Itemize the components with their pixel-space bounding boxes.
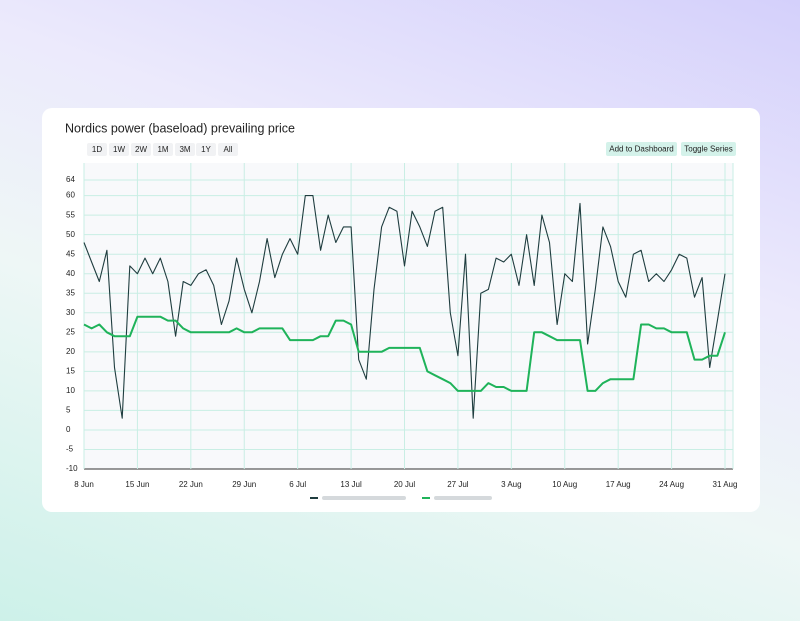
range-button-label[interactable]: 1D	[92, 145, 102, 154]
y-tick-label: 20	[66, 347, 75, 356]
legend-label-blurred	[322, 496, 406, 500]
series-line	[83, 315, 726, 392]
y-tick-label: 0	[66, 425, 71, 434]
legend-label-blurred	[434, 496, 492, 500]
x-tick-label: 15 Jun	[125, 480, 149, 489]
range-button-label[interactable]: 1W	[113, 145, 125, 154]
x-tick-label: 13 Jul	[340, 480, 362, 489]
y-tick-label: 5	[66, 406, 71, 415]
x-tick-label: 17 Aug	[606, 480, 631, 489]
range-button[interactable]	[109, 143, 129, 156]
y-tick-label: 45	[66, 249, 75, 258]
action-button[interactable]	[681, 142, 736, 156]
range-button-label[interactable]: 1M	[157, 145, 168, 154]
x-tick-label: 6 Jul	[289, 480, 306, 489]
range-button[interactable]	[218, 143, 238, 156]
action-button-label[interactable]: Add to Dashboard	[609, 145, 674, 154]
x-tick-label: 20 Jul	[394, 480, 416, 489]
y-tick-label: 30	[66, 308, 75, 317]
x-tick-label: 27 Jul	[447, 480, 469, 489]
range-button-label[interactable]: 2W	[135, 145, 147, 154]
y-tick-label: 64	[66, 175, 75, 184]
range-button[interactable]	[153, 143, 173, 156]
y-tick-label: -5	[66, 445, 74, 454]
range-button[interactable]	[196, 143, 216, 156]
series-line	[83, 195, 726, 419]
y-tick-label: 55	[66, 210, 75, 219]
action-button[interactable]	[606, 142, 677, 156]
x-tick-label: 24 Aug	[659, 480, 684, 489]
x-tick-label: 8 Jun	[74, 480, 94, 489]
range-button[interactable]	[131, 143, 151, 156]
range-button[interactable]	[175, 143, 195, 156]
y-tick-label: 15	[66, 366, 75, 375]
y-tick-label: -10	[66, 464, 78, 473]
x-tick-label: 29 Jun	[232, 480, 256, 489]
x-tick-label: 22 Jun	[179, 480, 203, 489]
y-tick-label: 10	[66, 386, 75, 395]
action-button-label[interactable]: Toggle Series	[684, 145, 732, 154]
range-button-label[interactable]: 3M	[179, 145, 190, 154]
x-tick-label: 10 Aug	[552, 480, 577, 489]
x-tick-label: 3 Aug	[501, 480, 521, 489]
y-tick-label: 60	[66, 191, 75, 200]
y-tick-label: 25	[66, 327, 75, 336]
x-tick-label: 31 Aug	[713, 480, 738, 489]
y-tick-label: 50	[66, 230, 75, 239]
y-tick-label: 35	[66, 288, 75, 297]
range-button-label[interactable]: All	[224, 145, 233, 154]
plot-area	[84, 163, 733, 469]
range-button-label[interactable]: 1Y	[201, 145, 211, 154]
range-button[interactable]	[87, 143, 107, 156]
chart-title: Nordics power (baseload) prevailing pric…	[65, 121, 295, 135]
y-tick-label: 40	[66, 269, 75, 278]
